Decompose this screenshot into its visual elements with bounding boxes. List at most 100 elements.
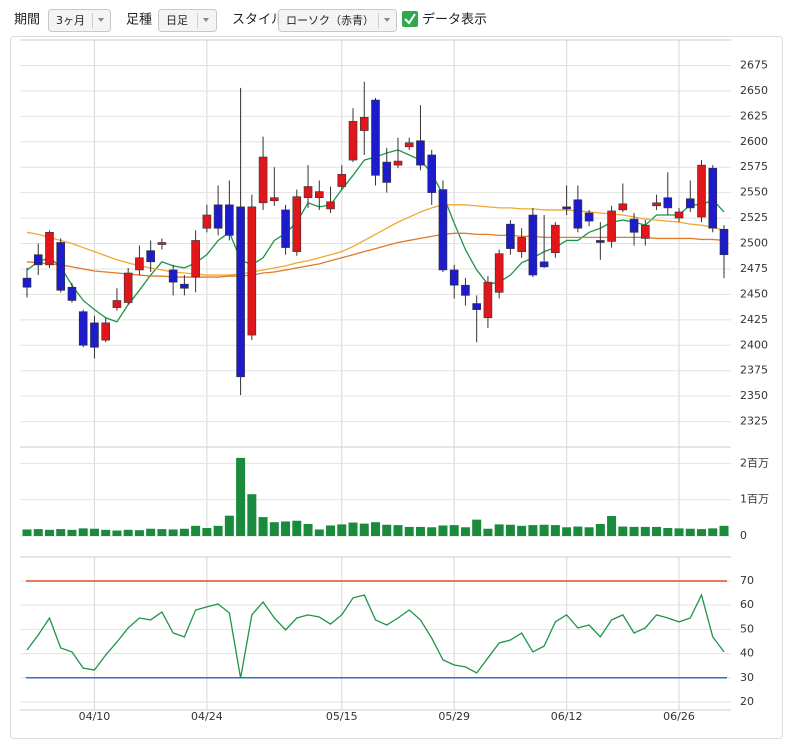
volume-bar [483,528,493,536]
candle-body [236,206,245,378]
volume-bar [202,528,212,536]
y-tick-label: 1百万 [740,493,769,506]
dropdown-arrow[interactable] [384,18,390,22]
candle-body [596,240,605,243]
candle-body [506,223,515,249]
y-tick-label: 2525 [740,211,768,224]
y-tick-label: 0 [740,529,747,542]
checkmark[interactable] [404,13,416,25]
volume-bar [674,528,684,536]
period-dropdown[interactable] [48,9,111,32]
candle-body [67,286,77,301]
candle-body [461,284,470,296]
candle-body [438,189,448,271]
candle-body [618,203,628,211]
candle-body [56,242,66,291]
volume-bar [236,457,246,536]
style-dropdown[interactable] [278,9,397,32]
volume-bar [213,525,223,536]
volume-bar [33,529,43,536]
candle-body [337,174,347,187]
candle-body [202,214,212,229]
period-label: 期間 [14,13,40,28]
style-value[interactable]: ローソク（赤青） [286,14,374,27]
volume-bar [371,522,380,536]
candle-body [719,228,729,255]
candle-body [697,164,706,218]
candle-body [258,156,268,204]
candle-body [427,154,437,193]
y-tick-label: 2650 [740,84,768,97]
y-tick-label: 2550 [740,186,768,199]
volume-bar [494,524,504,536]
volume-bar [415,526,425,536]
volume-bar [146,528,156,536]
x-tick-label: 04/24 [191,710,223,723]
volume-bar [67,529,77,536]
candle-body [213,204,223,229]
y-tick-label: 2425 [740,313,768,326]
y-tick-label: 70 [740,574,754,587]
volume-bar [382,524,392,536]
candle-body [494,253,504,293]
volume-bar [640,526,650,536]
candle-body [146,250,155,263]
volume-bar [326,525,336,536]
volume-bar [404,526,414,536]
candle-body [641,224,650,239]
volume-bar [281,521,291,536]
candle-body [371,99,380,176]
style-label: スタイル [232,13,284,28]
bar-dropdown[interactable] [158,9,217,32]
volume-bar [573,526,583,536]
chart-frame [10,36,783,739]
y-tick-label: 40 [740,647,754,660]
volume-bar [528,525,538,536]
bar-value[interactable]: 日足 [166,14,188,27]
period-value[interactable]: 3ヶ月 [56,14,85,27]
candle-body [416,140,425,166]
data-checkbox[interactable] [402,11,418,27]
volume-bar [460,527,470,536]
data-toggle-label[interactable]: データ表示 [422,12,487,28]
volume-bar [269,522,279,536]
candle-body [449,269,459,286]
candle-body [123,272,133,303]
dropdown-arrow[interactable] [98,18,104,22]
volume-bar [337,524,347,536]
volume-bar [472,519,482,536]
y-tick-label: 2375 [740,364,768,377]
y-tick-label: 2百万 [740,456,769,469]
candle-body [45,232,54,266]
candle-body [292,196,302,252]
candle-body [101,322,110,341]
volume-bar [157,529,167,536]
rsi-line [26,593,725,679]
volume-bar [652,526,662,536]
volume-bar [550,525,560,536]
volume-bar [247,494,257,536]
dropdown-arrow[interactable] [203,18,209,22]
volume-bar [427,527,437,536]
candle-body [247,206,257,336]
volume-bar [56,529,66,536]
x-tick-label: 05/29 [438,710,470,723]
x-tick-label: 06/26 [663,710,695,723]
volume-bar [505,524,515,536]
volume-bar [719,525,729,536]
volume-bar [168,529,178,536]
volume-bar [89,528,99,536]
y-tick-label: 20 [740,695,754,708]
volume-bar [517,525,527,536]
candle-body [78,311,88,346]
candle-body [404,142,414,148]
volume-bar [134,530,144,536]
volume-bar [618,526,628,536]
volume-bar [292,520,302,536]
volume-bar [101,529,111,536]
y-tick-label: 60 [740,598,754,611]
plot-area: 04/10 04/24 05/15 05/29 06/12 06/26 2325 2350 23… [20,39,769,723]
candle-body [112,300,122,308]
y-tick-label: 2575 [740,160,768,173]
